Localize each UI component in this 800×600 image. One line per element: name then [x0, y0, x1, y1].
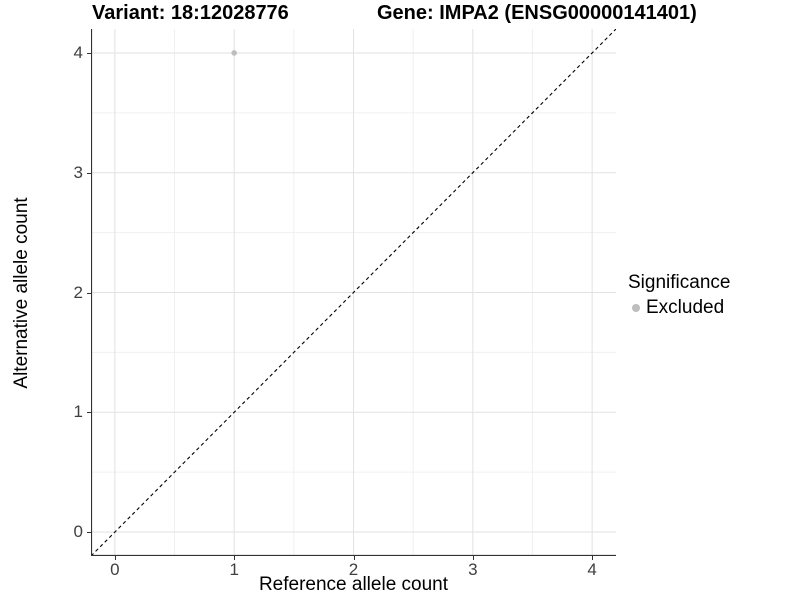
x-tick-label: 1 — [229, 560, 239, 579]
identity-dashed-line — [91, 29, 616, 556]
y-tick-label: 3 — [73, 162, 83, 182]
x-tick-label: 0 — [110, 560, 120, 579]
legend-item-excluded: Excluded — [628, 297, 730, 319]
data-point-excluded — [231, 50, 237, 56]
legend-title: Significance — [628, 272, 731, 293]
x-tick-mark — [353, 556, 355, 560]
y-tick-mark — [87, 172, 91, 174]
plot-title-variant: Variant: 18:12028776 — [92, 2, 289, 24]
y-axis-label: Alternative allele count — [11, 197, 32, 389]
x-axis-label: Reference allele count — [258, 574, 449, 595]
x-tick-label: 3 — [468, 560, 478, 579]
x-tick-label: 2 — [348, 560, 359, 579]
y-tick-label: 0 — [73, 522, 83, 542]
y-tick-mark — [87, 292, 91, 294]
x-tick-mark — [592, 556, 594, 560]
x-tick-mark — [234, 556, 236, 560]
legend: Significance Excluded — [628, 271, 730, 319]
plot-panel — [91, 29, 616, 556]
y-tick-label: 1 — [73, 402, 83, 422]
plot-panel-svg — [91, 29, 616, 556]
y-tick-mark — [87, 412, 91, 414]
y-tick-mark — [87, 52, 91, 54]
y-tick-mark — [87, 532, 91, 534]
x-tick-mark — [114, 556, 116, 560]
plot-title-gene: Gene: IMPA2 (ENSG00000141401) — [377, 2, 697, 24]
legend-item-label: Excluded — [646, 297, 725, 318]
y-tick-label: 4 — [73, 42, 83, 62]
x-tick-label: 4 — [587, 560, 597, 579]
y-tick-label: 2 — [73, 282, 83, 302]
x-tick-mark — [472, 556, 474, 560]
legend-dot-icon — [632, 304, 640, 312]
